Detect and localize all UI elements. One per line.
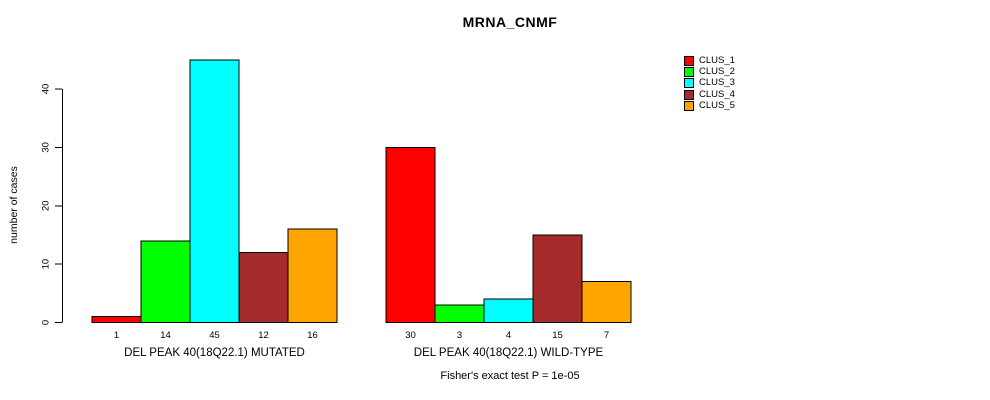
bar-value-label: 4 <box>506 330 511 341</box>
y-tick-label: 20 <box>41 200 52 211</box>
bar-clus_1 <box>91 316 142 324</box>
bar-value-label: 14 <box>160 330 171 341</box>
bar-clus_5 <box>581 281 632 324</box>
bar-clus_2 <box>434 304 485 323</box>
legend-entry-clus_2: CLUS_2 <box>684 66 735 78</box>
legend-entry-label: CLUS_1 <box>699 54 735 66</box>
y-tick-label: 40 <box>41 84 52 95</box>
bar-clus_3 <box>483 298 534 323</box>
bar-value-label: 3 <box>457 330 462 341</box>
bar-clus_1 <box>385 146 436 323</box>
legend-swatch-icon <box>684 78 694 89</box>
fisher-test-footnote: Fisher's exact test P = 1e-05 <box>440 370 580 382</box>
legend-entry-clus_5: CLUS_5 <box>684 101 735 112</box>
group-label: DEL PEAK 40(18Q22.1) WILD-TYPE <box>414 347 604 359</box>
legend-entry-label: CLUS_4 <box>699 88 735 100</box>
legend-swatch-icon <box>684 89 694 100</box>
legend-entry-label: CLUS_3 <box>699 77 735 89</box>
legend-entry-clus_3: CLUS_3 <box>684 78 735 89</box>
bar-clus_3 <box>189 59 240 323</box>
bar-value-label: 16 <box>307 330 318 341</box>
legend-swatch-icon <box>684 67 694 78</box>
bar-clus_4 <box>238 251 289 323</box>
legend-entry-clus_1: CLUS_1 <box>684 55 735 66</box>
legend-entry-clus_4: CLUS_4 <box>684 89 735 100</box>
legend-swatch-icon <box>684 55 694 66</box>
bar-value-label: 30 <box>405 330 416 341</box>
bar-value-label: 1 <box>114 330 119 341</box>
y-tick-label: 30 <box>41 142 52 153</box>
legend-swatch-icon <box>684 101 694 112</box>
bar-value-label: 15 <box>552 330 563 341</box>
chart-title: MRNA_CNMF <box>462 14 558 30</box>
legend-entry-label: CLUS_2 <box>699 66 735 78</box>
legend-entry-label: CLUS_5 <box>699 100 735 112</box>
bar-value-label: 12 <box>258 330 269 341</box>
bar-clus_4 <box>532 234 583 323</box>
y-tick-label: 10 <box>41 259 52 270</box>
group-label: DEL PEAK 40(18Q22.1) MUTATED <box>124 347 305 359</box>
y-tick-label: 0 <box>41 320 52 325</box>
bar-clus_5 <box>287 228 338 324</box>
bar-clus_2 <box>140 240 191 323</box>
legend: CLUS_1 CLUS_2 CLUS_3 CLUS_4 CLUS_5 <box>684 55 735 112</box>
bar-value-label: 7 <box>604 330 609 341</box>
bar-value-label: 45 <box>209 330 220 341</box>
